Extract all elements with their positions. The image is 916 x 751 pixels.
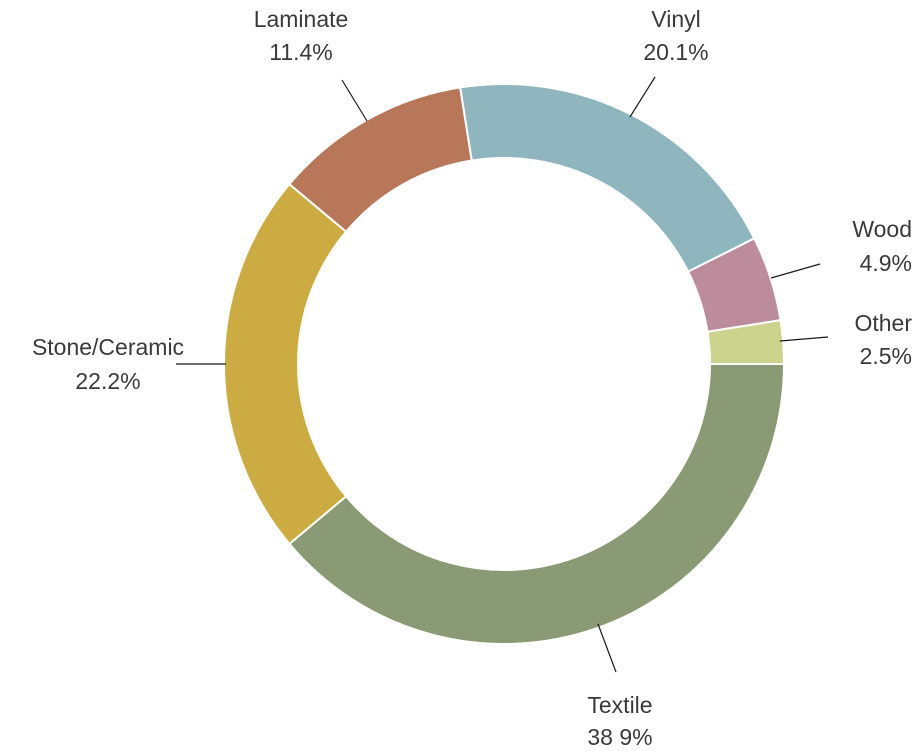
slice-label-textile: Textile <box>587 692 652 718</box>
slice-value-label-textile: 38 9% <box>587 724 652 750</box>
slice-value-label-laminate: 11.4% <box>269 39 333 65</box>
leader-lines-layer <box>176 76 829 673</box>
slice-value-label-wood: 4.9% <box>860 250 912 276</box>
leader-line-textile <box>597 623 617 673</box>
slice-value-label-other: 2.5% <box>860 343 912 369</box>
slice-stone-ceramic <box>223 182 348 546</box>
slices-layer <box>223 83 786 645</box>
leader-line-other <box>779 336 829 342</box>
slice-value-label-stone-ceramic: 22.2% <box>75 368 140 394</box>
leader-line-vinyl <box>629 76 656 118</box>
labels-layer: Textile 38 9% Stone/Ceramic 22.2% Laminate 11… <box>32 6 912 750</box>
slice-label-vinyl: Vinyl <box>651 6 700 32</box>
leader-line-wood <box>770 263 821 279</box>
slice-textile <box>287 363 786 645</box>
slice-label-stone-ceramic: Stone/Ceramic <box>32 334 184 360</box>
slice-label-wood: Wood <box>852 216 912 242</box>
slice-value-label-vinyl: 20.1% <box>643 39 708 65</box>
slice-vinyl <box>459 83 756 273</box>
slice-other <box>706 319 786 365</box>
slice-label-laminate: Laminate <box>254 6 349 32</box>
leader-line-laminate <box>341 79 368 122</box>
slice-label-other: Other <box>854 310 912 336</box>
